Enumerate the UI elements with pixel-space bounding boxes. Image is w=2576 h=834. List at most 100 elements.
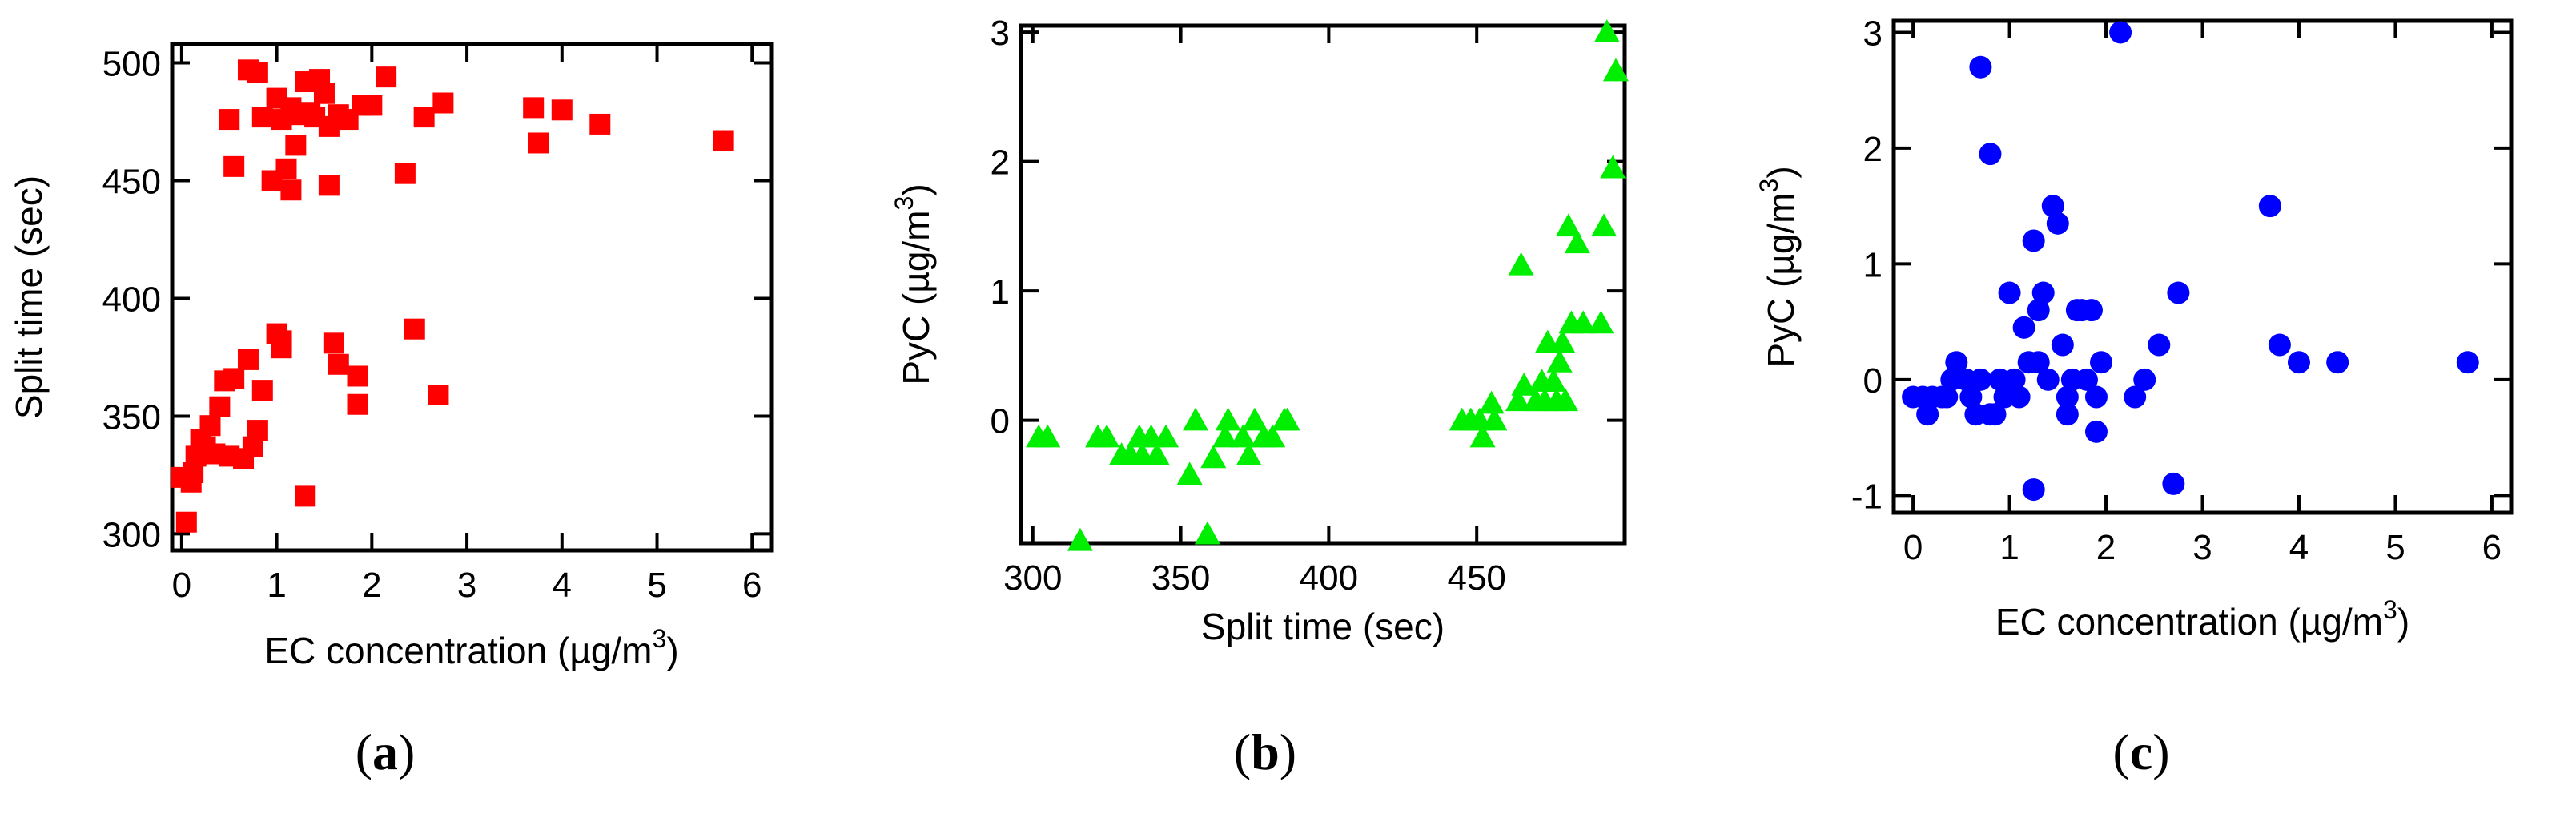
data-point	[285, 135, 307, 156]
data-point	[1564, 230, 1590, 254]
x-tick-label: 2	[2096, 528, 2116, 567]
y-axis-label-end: )	[895, 183, 937, 195]
data-point	[2022, 229, 2045, 252]
data-point	[275, 158, 297, 179]
caption-letter: a	[372, 723, 398, 780]
plot-frame	[1891, 18, 2514, 515]
data-point	[2258, 195, 2281, 218]
data-point	[295, 485, 316, 507]
data-point	[323, 332, 344, 354]
data-point	[528, 132, 549, 154]
data-point	[1969, 55, 1992, 79]
y-axis-label-sup: 3	[1754, 179, 1783, 193]
panel-b: 300 350 400 450 0 1 2 3 Split time (sec) PyC (µg/…	[890, 14, 1629, 780]
data-point	[318, 175, 340, 196]
data-point	[2022, 478, 2045, 502]
data-point	[2046, 212, 2069, 235]
x-tick-label: 350	[1151, 558, 1210, 598]
panel-caption: (b)	[1234, 723, 1296, 780]
data-point	[1478, 390, 1505, 414]
data-point	[251, 107, 273, 128]
data-point	[1067, 527, 1093, 551]
data-point	[1212, 424, 1239, 448]
data-point	[2056, 385, 2079, 409]
data-point	[589, 113, 611, 135]
data-point	[313, 83, 335, 104]
data-point	[1546, 349, 1573, 373]
x-tick-label: 5	[2385, 528, 2405, 567]
data-point	[2109, 21, 2132, 44]
x-tick-label: 300	[1003, 558, 1062, 598]
data-point	[1215, 407, 1241, 431]
data-point	[551, 99, 573, 121]
x-tick-label: 0	[1903, 528, 1923, 567]
y-axis-label-text: PyC (µg/m	[1760, 192, 1802, 367]
data-point	[1541, 369, 1567, 392]
y-tick-label: 0	[1863, 361, 1883, 401]
data-point	[2080, 299, 2103, 322]
data-point	[2056, 403, 2079, 426]
data-point	[2007, 385, 2031, 409]
data-point	[1144, 442, 1171, 465]
x-axis-label: Split time (sec)	[1201, 606, 1445, 647]
y-tick-label: 1	[1863, 245, 1883, 284]
data-point	[1241, 407, 1268, 431]
data-point	[404, 318, 425, 340]
x-tick-label: 1	[1999, 528, 2019, 567]
y-tick-label: 3	[1863, 14, 1883, 53]
data-point	[2162, 472, 2185, 495]
data-point	[280, 179, 302, 201]
data-point	[1260, 424, 1286, 448]
y-tick-label: 300	[102, 515, 161, 554]
data-point	[251, 380, 273, 401]
data-point	[1230, 424, 1256, 448]
y-axis-label: PyC (µg/m3)	[890, 183, 937, 385]
data-point	[1591, 213, 1618, 237]
data-point	[2148, 333, 2171, 357]
data-point	[2003, 368, 2026, 391]
data-point	[2051, 333, 2074, 357]
caption-close-paren: )	[398, 723, 415, 780]
data-point	[2075, 368, 2098, 391]
data-point	[2133, 368, 2156, 391]
data-point	[1555, 213, 1581, 237]
caption-close-paren: )	[2152, 723, 2169, 780]
data-point	[1969, 368, 1992, 391]
data-point	[1588, 310, 1614, 334]
data-point	[2456, 351, 2479, 374]
data-point	[237, 349, 259, 370]
caption-letter: b	[1251, 723, 1280, 780]
x-axis-label-sup: 3	[653, 624, 667, 653]
data-point	[1602, 58, 1629, 82]
data-point	[1505, 388, 1531, 412]
y-tick-label: 500	[102, 45, 161, 84]
y-tick-label: 0	[991, 402, 1010, 441]
x-tick-label: 6	[2482, 528, 2502, 567]
data-point	[1236, 442, 1262, 465]
data-point	[1600, 155, 1626, 179]
data-point	[2027, 299, 2050, 322]
data-point	[413, 107, 435, 128]
data-point	[1469, 424, 1496, 448]
data-point	[1176, 461, 1203, 485]
data-point	[1593, 19, 1620, 42]
y-axis-label: PyC (µg/m3)	[1754, 166, 1802, 367]
data-point	[1035, 424, 1061, 448]
data-point	[428, 384, 449, 405]
x-axis-label-text: EC concentration (µg/m	[1995, 601, 2383, 643]
data-point	[1511, 372, 1537, 396]
data-point	[2084, 385, 2108, 409]
data-point	[1935, 385, 1959, 409]
data-point	[1998, 281, 2021, 304]
y-tick-label: 1	[991, 272, 1010, 312]
data-point	[1549, 329, 1576, 353]
caption-open-paren: (	[1234, 723, 1251, 780]
data-point	[1570, 310, 1597, 334]
caption-open-paren: (	[356, 723, 372, 780]
data-point	[2031, 281, 2055, 304]
y-axis-label-end: )	[1760, 166, 1802, 178]
x-tick-label: 3	[2192, 528, 2212, 567]
x-tick-label: 0	[172, 566, 191, 605]
data-point	[1983, 403, 2007, 426]
